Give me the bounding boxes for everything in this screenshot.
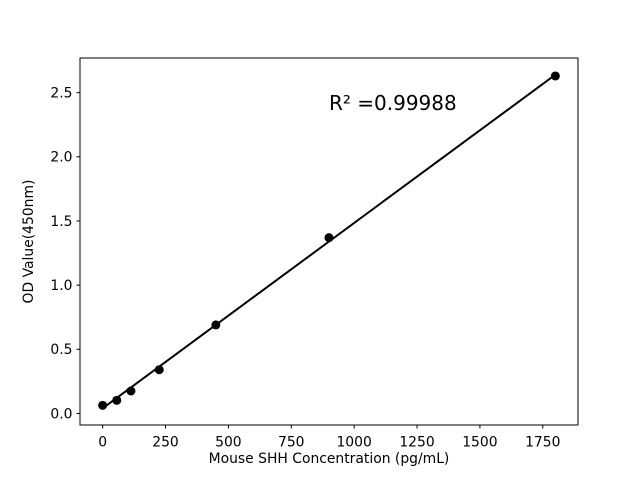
x-tick-label: 1750 [525, 435, 560, 451]
y-tick-label: 0.5 [50, 342, 72, 358]
data-point [126, 386, 136, 396]
r-squared-annotation: R² =0.99988 [329, 91, 457, 115]
y-tick-label: 0.0 [50, 406, 72, 422]
x-tick-label: 0 [98, 435, 107, 451]
x-tick-label: 1000 [336, 435, 371, 451]
x-axis-ticks: 0 250 500 750 1000 1250 1500 1750 [98, 425, 560, 451]
x-tick-label: 250 [152, 435, 179, 451]
data-point [112, 395, 122, 405]
data-points [98, 71, 560, 410]
data-point [154, 365, 164, 375]
x-tick-label: 1250 [399, 435, 434, 451]
y-tick-label: 2.5 [50, 85, 72, 101]
data-point [211, 320, 221, 330]
x-tick-label: 1500 [462, 435, 497, 451]
y-tick-label: 1.0 [50, 278, 72, 294]
x-tick-label: 500 [215, 435, 242, 451]
y-tick-label: 1.5 [50, 214, 72, 230]
data-point [324, 233, 334, 243]
data-point [550, 71, 560, 81]
x-axis-label: Mouse SHH Concentration (pg/mL) [209, 451, 450, 467]
y-axis-label: OD Value(450nm) [21, 180, 37, 304]
x-tick-label: 750 [278, 435, 305, 451]
data-point [98, 400, 108, 410]
y-tick-label: 2.0 [50, 150, 72, 166]
y-axis-ticks: 0.0 0.5 1.0 1.5 2.0 2.5 [50, 85, 80, 422]
